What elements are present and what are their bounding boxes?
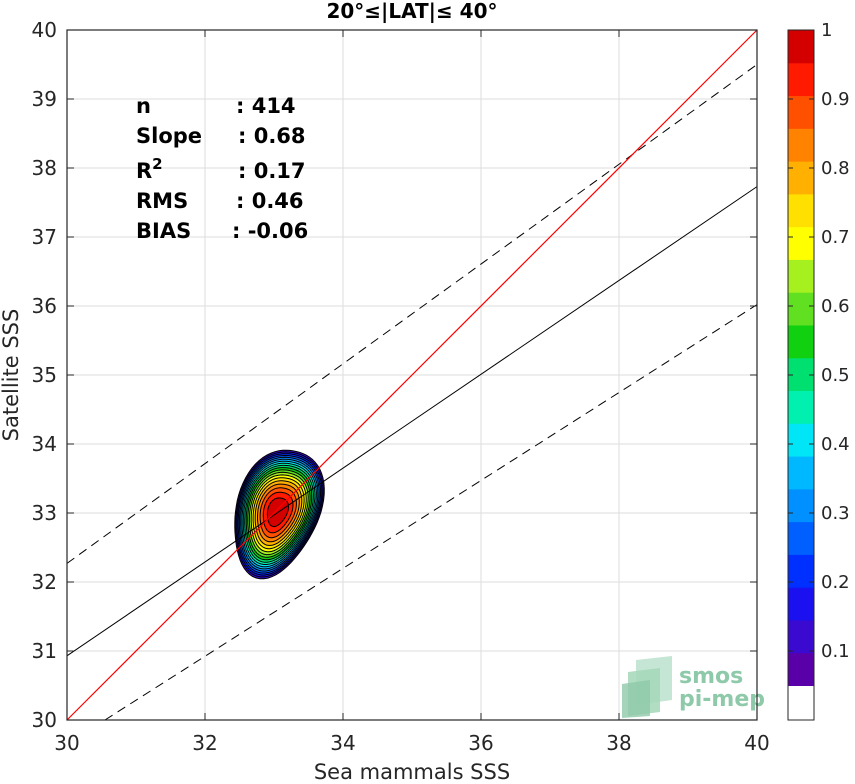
- colorbar-swatch-16: [788, 161, 814, 195]
- chart-title: 20°≤|LAT|≤ 40°: [326, 0, 497, 23]
- logo-text-smos: smos: [679, 664, 743, 689]
- y-tick-label-33: 33: [32, 501, 57, 525]
- colorbar-swatch-0: [788, 685, 814, 721]
- colorbar-swatch-11: [788, 324, 814, 359]
- colorbar-swatch-12: [788, 292, 814, 326]
- stat-label-superscript: 2: [152, 155, 162, 173]
- colorbar-label-0.4: 0.4: [821, 434, 850, 455]
- fit-line: [66, 186, 758, 657]
- colorbar-swatch-9: [788, 390, 814, 424]
- colorbar-label-0.7: 0.7: [821, 227, 850, 248]
- stat-value-4: : -0.06: [232, 219, 308, 243]
- x-tick-label-40: 40: [744, 731, 769, 755]
- y-tick-label-34: 34: [32, 432, 57, 456]
- y-axis-label: Satellite SSS: [0, 309, 23, 442]
- y-tick-label-38: 38: [32, 156, 57, 180]
- x-axis-label: Sea mammals SSS: [314, 760, 510, 784]
- y-tick-label-36: 36: [32, 294, 57, 318]
- stat-value-0: : 414: [236, 94, 296, 118]
- stat-label-3: RMS: [136, 189, 188, 213]
- colorbar-label-1: 1: [821, 20, 832, 41]
- x-tick-label-36: 36: [468, 731, 493, 755]
- colorbar-swatch-4: [788, 554, 814, 588]
- colorbar-swatch-3: [788, 587, 814, 621]
- smos-pimep-logo: smos pi-mep: [622, 656, 765, 718]
- y-tick-label-30: 30: [32, 708, 57, 732]
- colorbar-swatch-2: [788, 619, 814, 654]
- logo-text-pimep: pi-mep: [679, 687, 765, 712]
- stat-label-1: Slope: [136, 124, 202, 148]
- colorbar-swatch-13: [788, 259, 814, 293]
- stat-value-3: : 0.46: [236, 189, 304, 213]
- colorbar-swatch-6: [788, 488, 814, 523]
- y-tick-label-31: 31: [32, 639, 57, 663]
- colorbar-label-0.1: 0.1: [821, 641, 850, 662]
- stat-label-4: BIAS: [136, 219, 191, 243]
- colorbar-swatch-14: [788, 226, 814, 260]
- density-contours: [234, 449, 325, 580]
- regression-lines: [66, 29, 758, 721]
- upper-bound-line: [66, 64, 758, 564]
- stat-value-1: : 0.68: [238, 124, 306, 148]
- identity-line: [66, 29, 758, 721]
- grid: [66, 29, 758, 721]
- colorbar-swatch-5: [788, 521, 814, 555]
- y-tick-label-39: 39: [32, 87, 57, 111]
- y-tick-label-37: 37: [32, 225, 57, 249]
- colorbar-swatch-7: [788, 456, 814, 490]
- y-tick-label-32: 32: [32, 570, 57, 594]
- colorbar-swatch-18: [788, 95, 814, 129]
- colorbar-label-0.8: 0.8: [821, 158, 850, 179]
- x-tick-label-34: 34: [330, 731, 355, 755]
- y-tick-label-40: 40: [32, 18, 57, 42]
- colorbar-label-0.3: 0.3: [821, 503, 850, 524]
- x-tick-label-38: 38: [606, 731, 631, 755]
- colorbar-swatch-15: [788, 193, 814, 228]
- colorbar-swatch-20: [788, 30, 814, 64]
- colorbar-label-0.5: 0.5: [821, 365, 850, 386]
- colorbar-swatch-17: [788, 128, 814, 162]
- colorbar-label-0.6: 0.6: [821, 296, 850, 317]
- colorbar-swatch-8: [788, 423, 814, 457]
- logo-icon: [622, 656, 672, 718]
- stat-value-2: : 0.17: [238, 159, 306, 183]
- colorbar-swatch-10: [788, 357, 814, 392]
- colorbar-swatch-1: [788, 652, 814, 686]
- colorbar: 0.1 0.2 0.3 0.4 0.5 0.6 0.7 0.8 0.9 1: [787, 20, 850, 721]
- colorbar-label-0.2: 0.2: [821, 572, 850, 593]
- x-tick-label-32: 32: [192, 731, 217, 755]
- stat-label-0: n: [136, 94, 151, 118]
- y-tick-label-35: 35: [32, 363, 57, 387]
- colorbar-label-0.9: 0.9: [821, 89, 850, 110]
- lower-bound-line: [104, 304, 758, 721]
- axis-ticks: 30 32 34 36 38 40 30 31 32 33 34 35 36 37 38 39 40: [32, 18, 770, 755]
- x-tick-label-30: 30: [54, 731, 79, 755]
- colorbar-swatch-19: [788, 62, 814, 97]
